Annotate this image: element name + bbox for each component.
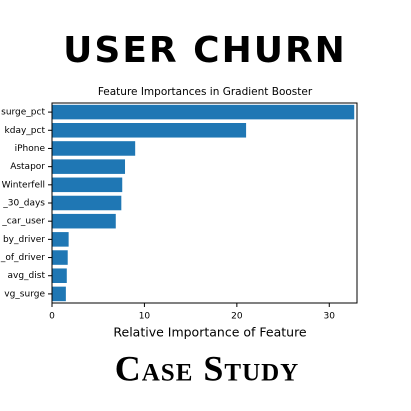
bar [52, 104, 355, 120]
header-title: USER CHURN [63, 30, 347, 71]
y-tick-label: _of_driver [0, 253, 45, 263]
bar [52, 123, 247, 138]
bar [52, 213, 116, 229]
x-tick-label: 0 [49, 312, 55, 322]
bar [52, 195, 122, 211]
bar [52, 141, 136, 156]
y-tick-label: avg_dist [8, 271, 46, 281]
y-tick-label: iPhone [15, 144, 46, 154]
y-tick-label: surge_pct [1, 108, 45, 118]
y-tick-label: Astapor [10, 162, 45, 172]
y-tick-label: _30_days [2, 199, 45, 209]
bar [52, 159, 126, 174]
y-tick-label: Winterfell [2, 180, 45, 190]
bar [52, 177, 123, 193]
x-tick-label: 10 [139, 312, 151, 322]
bar [52, 268, 67, 283]
footer-title: Case Study [115, 348, 300, 388]
chart-title: Feature Importances in Gradient Booster [98, 86, 313, 98]
x-tick-label: 20 [231, 312, 243, 322]
plot-frame [51, 102, 358, 304]
bar [52, 232, 69, 247]
x-axis-label: Relative Importance of Feature [113, 325, 307, 340]
bar [52, 250, 68, 265]
y-tick-label: vg_surge [4, 289, 45, 299]
y-tick-label: _car_user [1, 217, 45, 227]
bar [52, 286, 66, 302]
y-tick-label: by_driver [3, 235, 45, 245]
x-tick-label: 30 [324, 312, 336, 322]
y-tick-label: kday_pct [5, 126, 46, 136]
